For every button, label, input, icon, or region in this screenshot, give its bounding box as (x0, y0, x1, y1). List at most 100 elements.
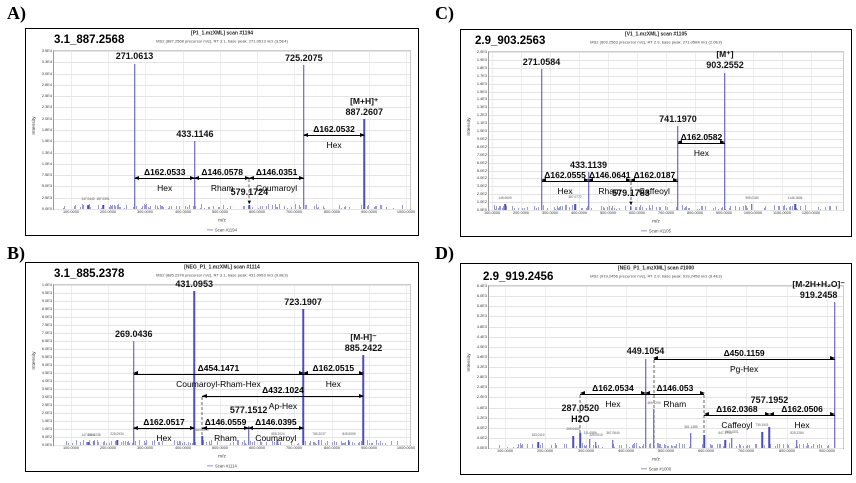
fragment-name-label: Rham (663, 398, 687, 409)
gridline-horizontal (54, 317, 410, 318)
noise-peak (342, 442, 344, 445)
y-axis-title: Intensity (31, 116, 37, 135)
noise-peak (542, 205, 544, 210)
gridline-horizontal (489, 194, 843, 196)
noise-peak (610, 207, 612, 210)
chart-header: [NEG_P1_1.mzXML] scan #1114 (184, 264, 260, 271)
peak-label: 723.1907 (284, 296, 322, 307)
peak-line (102, 205, 104, 209)
noise-peak (203, 440, 205, 445)
peak-label: 271.0584 (522, 57, 561, 68)
noise-peak (109, 207, 111, 209)
noise-peak (160, 206, 162, 209)
gridline-horizontal (54, 62, 410, 64)
noise-peak (135, 206, 137, 209)
noise-peak (584, 444, 586, 448)
noise-peak (168, 206, 170, 209)
noise-peak (325, 443, 327, 445)
peak-line (677, 126, 679, 210)
noise-peak (229, 442, 231, 445)
noise-peak (769, 443, 771, 448)
chart-subheader: MS2 (887.2568 precursor m/z), RT 3.1, ba… (156, 39, 288, 44)
y-tick-label: 3.2E3 (476, 365, 487, 369)
adduct-label: [M-2H+H₂O]⁻ (792, 278, 845, 289)
noise-peak (90, 207, 92, 209)
noise-peak (397, 440, 399, 445)
noise-peak (606, 206, 608, 210)
y-tick-label: 3.0E2 (476, 184, 487, 189)
arrowhead-right-icon (830, 412, 836, 417)
noise-peak (576, 445, 578, 448)
noise-peak (304, 441, 306, 445)
peak-label: 269.0436 (115, 328, 153, 339)
x-tick-label: 1000.0000 (397, 210, 416, 214)
noise-peak (602, 207, 604, 210)
noise-peak (349, 441, 351, 445)
minor-peak-label: 663.1501 (725, 430, 739, 434)
noise-peak (65, 440, 67, 445)
minor-peak-label: 225.0934 (110, 432, 124, 436)
arrowhead-left-icon (703, 412, 709, 417)
y-tick-label: 1.2E3 (476, 415, 487, 420)
noise-peak (152, 440, 154, 445)
noise-peak (792, 206, 794, 210)
minor-peak-label: 147.0104 (81, 434, 95, 438)
gridline-horizontal (54, 333, 410, 334)
y-tick-label: 2.0E2 (476, 192, 487, 197)
noise-peak (271, 440, 273, 445)
noise-peak (243, 206, 244, 209)
noise-peak (211, 440, 213, 445)
y-tick-label: 8.0E3 (41, 315, 52, 319)
panel-c: C) [V1_1.mzXML] scan #1105 MS2 (903.2563… (428, 0, 856, 240)
delta-arrow (768, 412, 836, 417)
noise-peak (585, 444, 587, 448)
gridline-horizontal (489, 296, 843, 298)
noise-peak (711, 444, 713, 448)
noise-peak (276, 207, 278, 209)
delta-label: Δ432.1024 (262, 385, 304, 395)
spectrum-chart-d: [NEG_P1_1.mzXML] scan #1000 MS2 (919.245… (460, 263, 852, 475)
noise-peak (494, 205, 496, 210)
noise-peak (102, 442, 104, 445)
legend-label: Scan #1105 (648, 229, 671, 234)
marker-peak-label: 579.1783 (612, 188, 650, 199)
noise-peak (797, 208, 799, 210)
peak-line (504, 204, 507, 210)
noise-peak (243, 440, 245, 445)
noise-peak (379, 441, 381, 445)
noise-peak (650, 445, 652, 448)
legend-label: Scan #1194 (214, 228, 237, 233)
gridline-horizontal (54, 325, 410, 326)
noise-peak (171, 205, 173, 209)
noise-peak (206, 442, 208, 445)
noise-peak (536, 207, 538, 210)
peak-line (630, 206, 632, 210)
delta-arrow (133, 371, 304, 376)
noise-peak (381, 205, 383, 209)
noise-peak (747, 208, 749, 210)
arrowhead-left-icon (653, 356, 659, 361)
y-tick-label: 6.0E2 (476, 160, 487, 165)
peak-line (362, 355, 365, 445)
noise-peak (158, 207, 160, 209)
compound-title: 3.1_885.2378 (54, 268, 125, 280)
plot-area: 100.0000 200.0000 300.0000 400.0000 500.0000… (42, 279, 415, 450)
noise-peak (805, 445, 807, 448)
arrowhead-right-icon (358, 393, 364, 398)
noise-peak (810, 446, 812, 448)
y-tick-label: 1.0E2 (476, 200, 487, 205)
peak-line (116, 440, 119, 445)
y-tick-label: 1.5E3 (476, 89, 487, 94)
fragment-name-label: Hex (326, 140, 342, 151)
down-arrow-icon: ▼ (246, 199, 253, 206)
noise-peak (291, 440, 293, 445)
noise-peak (141, 207, 143, 209)
fragment-name-label: Pg-Hex (729, 363, 759, 374)
noise-peak (305, 204, 307, 209)
noise-peak (75, 440, 77, 445)
gridline-horizontal (54, 130, 410, 131)
peak-line (540, 69, 543, 210)
y-tick-label: 5.0E2 (41, 435, 52, 439)
delta-arrow (133, 425, 195, 430)
